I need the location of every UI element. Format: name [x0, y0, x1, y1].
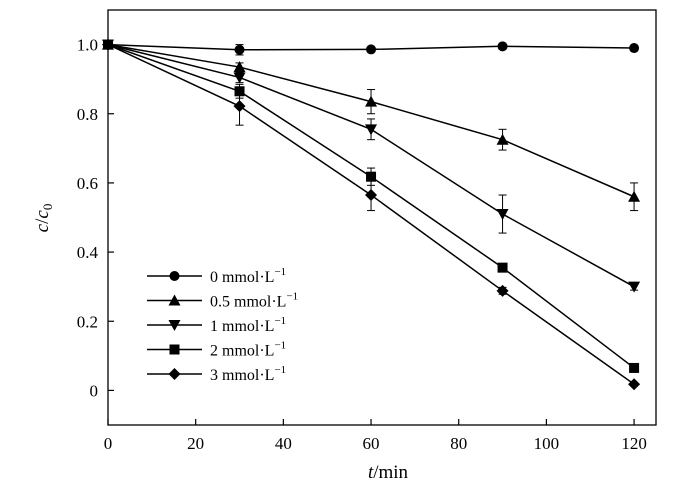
series-4 [102, 38, 641, 391]
legend-marker [168, 368, 181, 380]
legend-marker [169, 271, 180, 281]
data-point [365, 189, 378, 202]
y-tick-label: 1.0 [77, 36, 98, 55]
legend-label: 0.5 mmol·L−1 [210, 291, 298, 311]
y-axis-title: c/c0 [32, 204, 55, 233]
ticks: 0 20 40 60 80 100 120 0 0.2 0.4 0.6 0.8 1.0 [77, 36, 647, 453]
data-point [628, 190, 641, 202]
data-point [497, 262, 508, 273]
data-point [233, 100, 246, 113]
legend-marker [169, 344, 180, 355]
x-tick-label: 20 [187, 434, 204, 453]
y-tick-label: 0 [90, 381, 99, 400]
x-tick-label: 80 [450, 434, 467, 453]
data-point [628, 378, 641, 391]
x-tick-label: 40 [275, 434, 292, 453]
x-tick-label: 0 [104, 434, 113, 453]
data-point [496, 133, 509, 145]
legend-label: 3 mmol·L−1 [210, 364, 286, 384]
data-point [365, 124, 378, 136]
data-point [234, 44, 245, 55]
legend-label: 0 mmol·L−1 [210, 266, 286, 286]
data-point [233, 72, 246, 84]
data-point [233, 61, 246, 73]
data-point [365, 95, 378, 107]
y-tick-label: 0.2 [77, 312, 98, 331]
x-tick-label: 60 [363, 434, 380, 453]
data-point [629, 43, 640, 54]
legend-label: 1 mmol·L−1 [210, 315, 286, 335]
data-point [102, 38, 114, 51]
legend-label: 2 mmol·L−1 [210, 340, 286, 360]
y-tick-label: 0.8 [77, 105, 98, 124]
data-point [496, 284, 509, 297]
x-tick-label: 120 [621, 434, 647, 453]
axes [107, 9, 657, 426]
legend: 0 mmol·L−1 0.5 mmol·L−1 1 mmol·L−1 2 mmol·L… [147, 266, 298, 384]
data-point [628, 281, 641, 293]
plot-frame [107, 9, 657, 426]
data-point [496, 209, 509, 221]
series-2 [102, 39, 641, 293]
legend-marker [168, 294, 181, 306]
y-tick-label: 0.6 [77, 174, 98, 193]
x-tick-label: 100 [534, 434, 560, 453]
series-layer [102, 38, 641, 391]
x-axis-title: t/min [368, 462, 409, 483]
data-point [366, 171, 377, 182]
series-0 [103, 39, 640, 56]
data-point [366, 44, 377, 55]
data-point [497, 41, 508, 52]
data-point [629, 362, 640, 373]
legend-marker [168, 320, 181, 331]
y-tick-label: 0.4 [77, 243, 99, 262]
